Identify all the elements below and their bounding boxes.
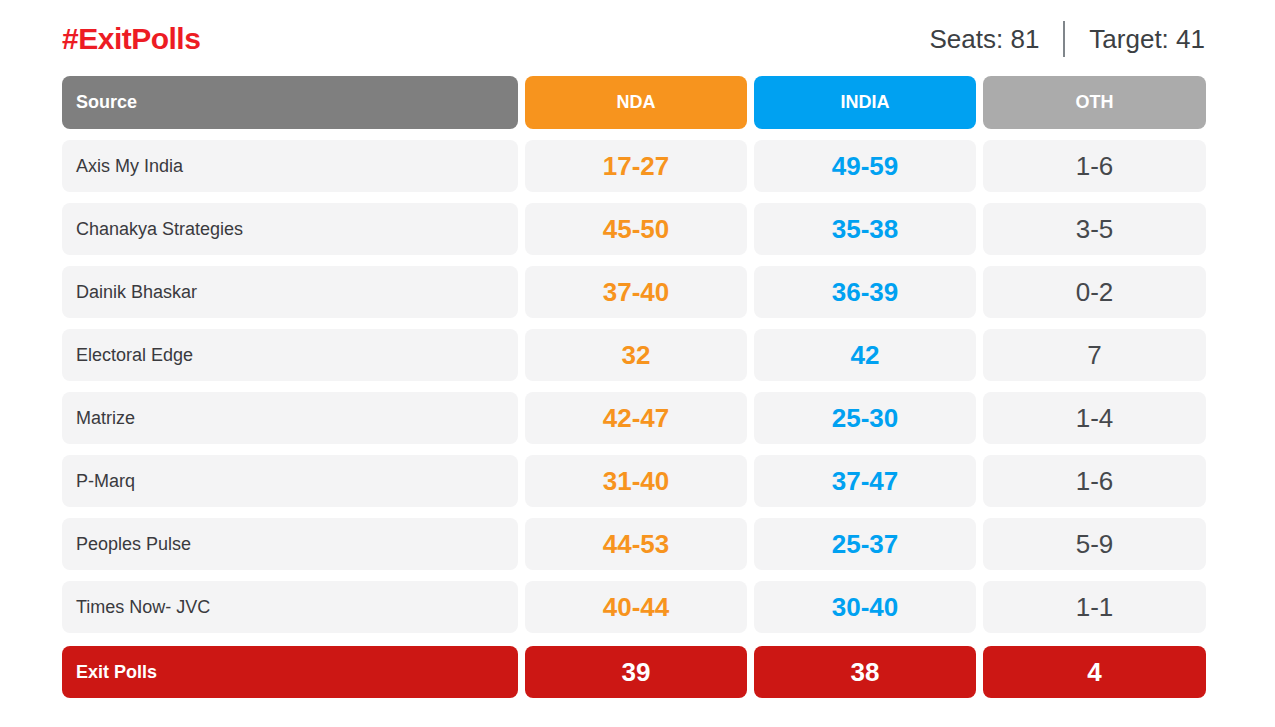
row-value-oth: 5-9	[983, 518, 1206, 570]
row-value-nda: 44-53	[525, 518, 747, 570]
poll-table: Source NDA INDIA OTH Axis My India17-274…	[62, 76, 1205, 698]
row-value-oth: 1-1	[983, 581, 1206, 633]
row-value-nda: 31-40	[525, 455, 747, 507]
row-source-label: Axis My India	[62, 140, 518, 192]
row-value-nda: 45-50	[525, 203, 747, 255]
row-value-india: 49-59	[754, 140, 976, 192]
column-header-oth: OTH	[983, 76, 1206, 129]
footer-row-label: Exit Polls	[62, 646, 518, 698]
exit-polls-graphic: #ExitPolls Seats: 81 Target: 41 Source N…	[62, 0, 1205, 698]
row-value-oth: 7	[983, 329, 1206, 381]
row-value-india: 25-30	[754, 392, 976, 444]
seats-count: Seats: 81	[930, 24, 1040, 55]
row-source-label: Electoral Edge	[62, 329, 518, 381]
row-value-india: 42	[754, 329, 976, 381]
footer-value-oth: 4	[983, 646, 1206, 698]
target-count: Target: 41	[1089, 24, 1205, 55]
row-value-india: 36-39	[754, 266, 976, 318]
row-source-label: Peoples Pulse	[62, 518, 518, 570]
row-source-label: P-Marq	[62, 455, 518, 507]
row-value-oth: 1-4	[983, 392, 1206, 444]
row-value-nda: 42-47	[525, 392, 747, 444]
page-title: #ExitPolls	[62, 22, 200, 56]
row-value-oth: 1-6	[983, 455, 1206, 507]
row-source-label: Chanakya Strategies	[62, 203, 518, 255]
row-value-nda: 32	[525, 329, 747, 381]
row-value-oth: 3-5	[983, 203, 1206, 255]
row-source-label: Times Now- JVC	[62, 581, 518, 633]
row-value-oth: 1-6	[983, 140, 1206, 192]
row-value-nda: 40-44	[525, 581, 747, 633]
row-source-label: Dainik Bhaskar	[62, 266, 518, 318]
row-value-india: 30-40	[754, 581, 976, 633]
column-header-source: Source	[62, 76, 518, 129]
footer-value-nda: 39	[525, 646, 747, 698]
row-source-label: Matrize	[62, 392, 518, 444]
column-header-nda: NDA	[525, 76, 747, 129]
seats-target-group: Seats: 81 Target: 41	[930, 21, 1206, 57]
footer-value-india: 38	[754, 646, 976, 698]
row-value-india: 35-38	[754, 203, 976, 255]
row-value-oth: 0-2	[983, 266, 1206, 318]
row-value-india: 37-47	[754, 455, 976, 507]
row-value-india: 25-37	[754, 518, 976, 570]
top-bar: #ExitPolls Seats: 81 Target: 41	[62, 0, 1205, 62]
seats-target-divider	[1063, 21, 1065, 57]
row-value-nda: 37-40	[525, 266, 747, 318]
column-header-india: INDIA	[754, 76, 976, 129]
row-value-nda: 17-27	[525, 140, 747, 192]
